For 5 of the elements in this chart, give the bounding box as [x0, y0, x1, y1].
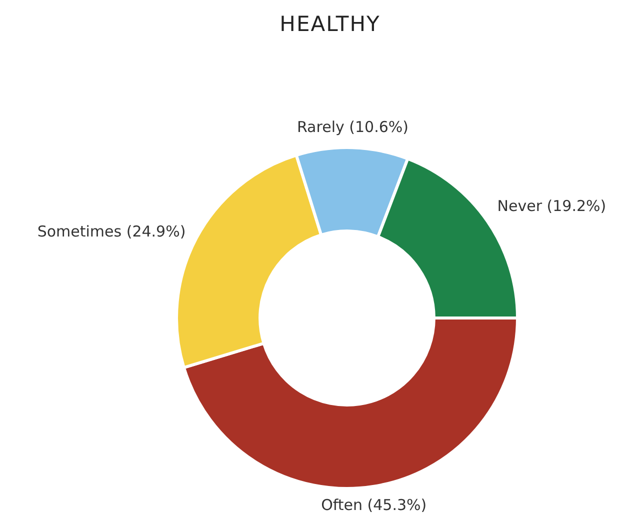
- slice-label: Often (45.3%): [321, 496, 427, 514]
- slice-label: Sometimes (24.9%): [37, 222, 186, 240]
- slice-label: Never (19.2%): [497, 196, 606, 215]
- slice-label: Rarely (10.6%): [296, 118, 408, 136]
- chart-title: HEALTHY: [278, 12, 382, 36]
